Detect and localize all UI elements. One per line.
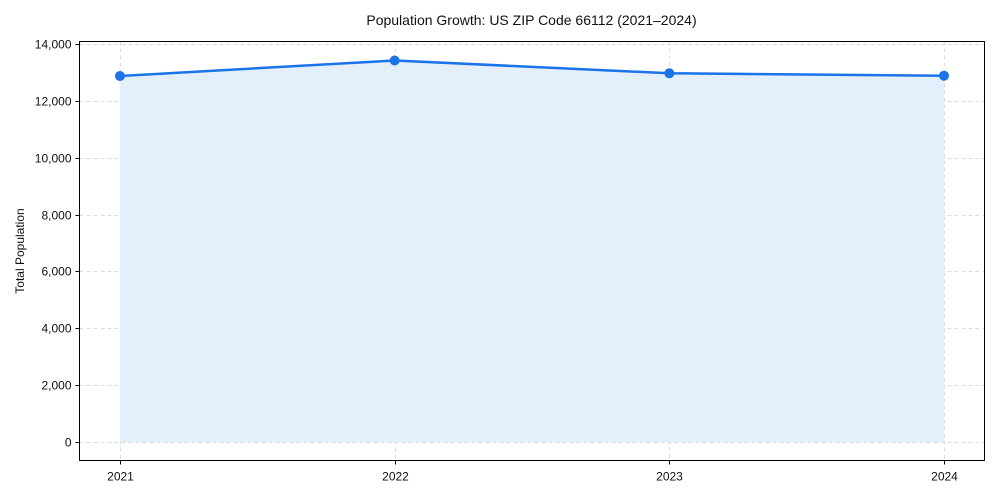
x-tick-label: 2021 (107, 470, 134, 484)
x-tick-label: 2024 (931, 470, 958, 484)
data-line (119, 59, 945, 78)
y-tick-label: 8,000 (41, 209, 71, 223)
y-tick-label: 10,000 (35, 152, 72, 166)
y-axis-ticks: 0 2,000 4,000 6,000 8,000 10,000 12,000 14,000 (35, 38, 80, 450)
x-tick-label: 2023 (656, 470, 683, 484)
x-tick-label: 2022 (382, 470, 409, 484)
data-point-marker (664, 68, 675, 79)
data-point-marker (115, 70, 125, 81)
data-point-marker (389, 55, 400, 66)
area-region (120, 60, 944, 442)
y-tick-label: 0 (65, 436, 72, 450)
y-tick-label: 14,000 (35, 38, 72, 52)
y-tick-label: 2,000 (41, 379, 71, 393)
chart-title: Population Growth: US ZIP Code 66112 (20… (366, 12, 697, 28)
y-tick-label: 12,000 (35, 95, 72, 109)
area-fill (120, 60, 944, 442)
data-points (115, 55, 949, 81)
plot-frame (79, 41, 985, 461)
y-tick-label: 6,000 (41, 265, 71, 279)
series-line (119, 59, 945, 78)
y-tick-label: 4,000 (41, 322, 71, 336)
x-axis-ticks: 2021 2022 2023 2024 (107, 460, 958, 484)
data-point-marker (939, 70, 949, 81)
